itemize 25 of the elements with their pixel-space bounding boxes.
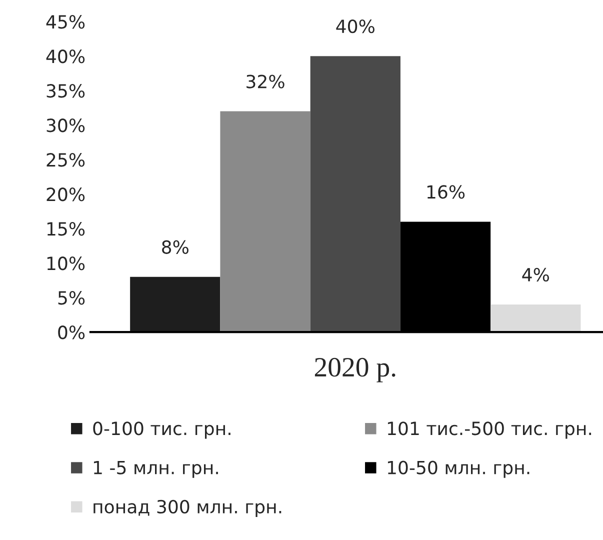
- y-tick-label: 0%: [58, 326, 85, 340]
- y-tick-label: 5%: [58, 291, 85, 305]
- legend-label: 101 тис.-500 тис. грн.: [388, 422, 592, 439]
- data-label: 16%: [427, 185, 465, 199]
- y-tick-label: 35%: [46, 84, 85, 98]
- x-tick-label: 2020 р.: [314, 358, 396, 382]
- bar: [220, 111, 310, 332]
- data-label: 8%: [162, 240, 188, 254]
- data-label: 4%: [522, 268, 549, 282]
- y-tick-label: 30%: [46, 118, 85, 132]
- legend-label: понад 300 млн. грн.: [94, 500, 282, 518]
- bar: [490, 304, 581, 332]
- legend-label: 1 -5 млн. грн.: [94, 460, 218, 478]
- y-tick-label: 45%: [46, 15, 85, 29]
- bar: [310, 56, 400, 332]
- data-label: 32%: [246, 74, 284, 88]
- y-tick-label: 20%: [46, 188, 85, 202]
- bar: [130, 276, 220, 332]
- y-tick-label: 25%: [46, 153, 85, 167]
- y-tick-label: 10%: [47, 256, 85, 270]
- y-tick-label: 15%: [47, 222, 85, 236]
- legend-label: 0-100 тис. грн.: [93, 422, 230, 439]
- legend-label: 10-50 млн. грн.: [388, 460, 530, 478]
- data-label: 40%: [336, 20, 374, 34]
- y-tick-label: 40%: [46, 50, 85, 64]
